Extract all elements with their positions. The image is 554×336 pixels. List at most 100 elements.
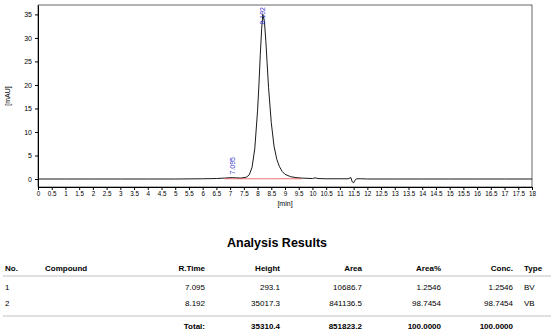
table-total: 851823.2 — [329, 322, 363, 331]
y-tick: 30 — [24, 35, 38, 42]
x-tick: 16 — [474, 187, 482, 197]
x-tick: 11 — [337, 187, 344, 197]
chart-root: 0 0.5 11.5 2 2.5 3 3.5 4 4.5 5 5.5 6 6.5 7 7.5 8 8.5 9 9.5… — [0, 0, 554, 336]
x-axis-title: [min] — [277, 200, 292, 208]
x-tick-label: 13 — [392, 190, 400, 197]
x-tick: 1.5 — [75, 187, 84, 197]
x-tick-label: 14 — [419, 190, 427, 197]
x-tick-label: 12.5 — [375, 190, 388, 197]
y-tick-mark — [35, 132, 38, 133]
y-tick: 5 — [28, 152, 38, 159]
x-tick-label: 3.5 — [130, 190, 139, 197]
x-tick: 11.5 — [348, 187, 360, 197]
x-tick: 9 — [284, 187, 288, 197]
table-header: Area — [344, 264, 362, 273]
y-axis: 05101520253035 — [24, 6, 38, 188]
x-tick: 8.5 — [267, 187, 276, 197]
table-cell: 1.2546 — [489, 283, 514, 292]
table-total: 100.0000 — [408, 322, 442, 331]
table-header: Type — [524, 264, 543, 273]
y-axis-line — [38, 6, 39, 188]
table-cell: 293.1 — [260, 283, 281, 292]
y-tick-label: 35 — [24, 11, 32, 18]
x-tick: 2.5 — [103, 187, 112, 197]
results-table: Analysis ResultsNo.CompoundR.TimeHeightA… — [3, 236, 551, 331]
table-header: Conc. — [491, 264, 513, 273]
x-tick: 17 — [502, 187, 510, 197]
x-tick-label: 8.5 — [267, 190, 276, 197]
y-tick-mark — [35, 108, 38, 109]
table-cell: VB — [524, 299, 535, 308]
peak-label: 7.095 — [229, 157, 236, 175]
x-tick-label: 11 — [337, 190, 344, 197]
y-tick-mark — [35, 179, 38, 180]
table-cell: 8.192 — [185, 299, 206, 308]
x-tick: 8 — [256, 187, 260, 197]
y-tick-label: 30 — [24, 35, 32, 42]
x-tick: 0.5 — [48, 187, 57, 197]
x-tick: 10.5 — [321, 187, 334, 197]
y-tick-label: 10 — [24, 129, 32, 136]
plot-area — [38, 14, 532, 182]
table-rule — [3, 276, 551, 277]
x-tick-label: 5.5 — [185, 190, 194, 197]
table-cell: 7.095 — [185, 283, 206, 292]
table-header: Area% — [416, 264, 441, 273]
y-tick-mark — [35, 85, 38, 86]
x-tick-label: 16.5 — [485, 190, 498, 197]
x-tick-label: 1.5 — [75, 190, 84, 197]
x-tick-label: 4 — [147, 190, 151, 197]
y-tick-label: 0 — [28, 176, 32, 183]
x-tick: 3.5 — [130, 187, 139, 197]
x-tick: 13 — [392, 187, 400, 197]
x-tick-label: 7.5 — [240, 190, 249, 197]
x-tick-label: 13.5 — [403, 190, 416, 197]
y-tick: 20 — [24, 82, 38, 89]
x-tick: 13.5 — [403, 187, 416, 197]
x-tick-label: 12 — [364, 190, 372, 197]
x-tick-label: 14.5 — [430, 190, 443, 197]
x-tick: 18 — [529, 187, 537, 197]
y-tick-label: 25 — [24, 58, 32, 65]
y-axis-title: [mAU] — [4, 86, 12, 106]
table-total: 35310.4 — [251, 322, 280, 331]
table-header: No. — [5, 264, 18, 273]
x-tick-label: 6.5 — [213, 190, 222, 197]
x-tick: 0 — [37, 187, 41, 197]
table-cell: BV — [524, 283, 535, 292]
x-tick-label: 0.5 — [48, 190, 57, 197]
x-tick: 10 — [309, 187, 317, 197]
table-cell: 98.7454 — [412, 299, 441, 308]
x-tick-label: 2.5 — [103, 190, 112, 197]
x-tick: 4.5 — [158, 187, 167, 197]
table-cell: 2 — [5, 299, 10, 308]
x-tick-label: 8 — [256, 190, 260, 197]
y-tick-mark — [35, 38, 38, 39]
x-tick-label: 10 — [309, 190, 317, 197]
x-tick: 6 — [201, 187, 205, 197]
x-tick: 3 — [119, 187, 123, 197]
x-tick-label: 9.5 — [295, 190, 304, 197]
y-tick-mark — [35, 14, 38, 15]
table-cell: 841136.5 — [329, 299, 362, 308]
x-tick-label: 15.5 — [458, 190, 471, 197]
table-cell: 35017.3 — [251, 299, 280, 308]
x-tick: 7 — [229, 187, 233, 197]
x-tick-label: 3 — [119, 190, 123, 197]
x-tick-label: 18 — [529, 190, 537, 197]
x-tick-label: 11.5 — [348, 190, 360, 197]
y-tick: 0 — [28, 176, 38, 183]
x-tick-label: 15 — [447, 190, 455, 197]
x-tick: 5.5 — [185, 187, 194, 197]
x-tick: 17.5 — [513, 187, 526, 197]
x-tick: 9.5 — [295, 187, 304, 197]
x-tick-label: 17.5 — [513, 190, 526, 197]
plot-frame — [38, 5, 532, 187]
table-cell: 1.2546 — [417, 283, 442, 292]
table-header: Compound — [45, 264, 87, 273]
x-axis: 00.511.522.533.544.555.566.577.588.599.5… — [37, 187, 537, 197]
x-tick-label: 2 — [92, 190, 96, 197]
y-tick-mark — [35, 155, 38, 156]
x-tick-label: 4.5 — [158, 190, 167, 197]
y-tick: 35 — [24, 11, 38, 18]
